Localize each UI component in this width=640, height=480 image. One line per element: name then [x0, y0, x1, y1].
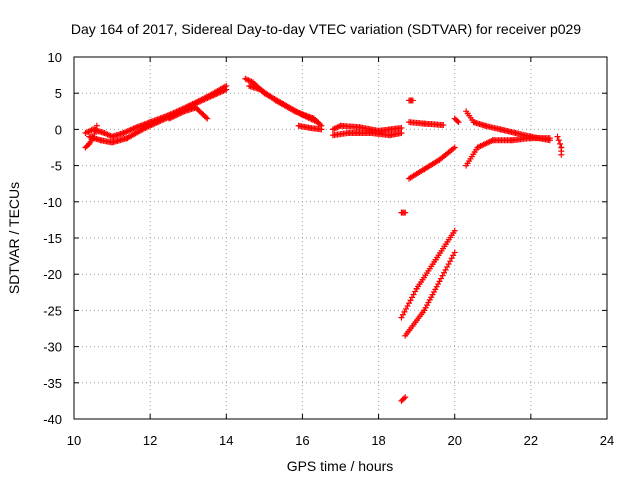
point-track-o: [422, 304, 429, 311]
point-track-p: [402, 394, 409, 401]
point-track-t: [557, 140, 564, 147]
point-track-o: [425, 299, 432, 306]
point-track-c: [90, 135, 97, 142]
point-track-o: [432, 286, 439, 293]
point-track-p: [400, 395, 407, 402]
point-track-l: [402, 209, 409, 216]
point-track-d: [166, 115, 173, 122]
point-track-d: [175, 110, 182, 117]
point-track-o: [433, 283, 440, 290]
point-track-c: [84, 142, 91, 149]
y-tick-label: -5: [50, 159, 62, 174]
point-track-t: [555, 137, 562, 144]
y-axis-label: SDTVAR / TECUs: [6, 182, 22, 294]
point-track-o: [451, 249, 458, 256]
x-axis-label: GPS time / hours: [287, 458, 394, 474]
point-track-d: [174, 111, 181, 118]
point-track-d: [202, 114, 209, 121]
tick-labels: 10 12 14 16 18 20 22 24 10 5 0 -5 -10 -15 -20 -25 -30 -35…: [43, 50, 614, 448]
point-track-d: [173, 112, 180, 119]
y-tick-label: 10: [48, 50, 62, 65]
plot-frame: [73, 56, 608, 420]
x-tick-label: 24: [600, 433, 614, 448]
point-track-b: [223, 86, 230, 93]
point-track-m: [451, 144, 458, 151]
point-track-o: [429, 291, 436, 298]
point-track-o: [428, 294, 435, 301]
y-tick-label: -30: [43, 340, 62, 355]
point-track-s: [546, 135, 553, 142]
point-track-c: [92, 126, 99, 133]
y-tick-label: -40: [43, 412, 62, 427]
point-track-h: [398, 124, 405, 131]
point-track-c: [91, 130, 98, 137]
x-tick-label: 20: [447, 433, 461, 448]
point-track-d: [167, 114, 174, 121]
chart-title: Day 164 of 2017, Sidereal Day-to-day VTE…: [71, 21, 581, 37]
point-track-g: [318, 126, 325, 133]
y-tick-label: -35: [43, 376, 62, 391]
point-track-o: [424, 302, 431, 309]
point-track-o: [421, 307, 428, 314]
y-tick-label: -15: [43, 231, 62, 246]
y-tick-label: -25: [43, 303, 62, 318]
point-track-d: [168, 114, 175, 121]
point-track-o: [435, 281, 442, 288]
point-track-j: [440, 122, 447, 129]
x-tick-label: 14: [219, 433, 233, 448]
data-points: [82, 75, 565, 404]
point-track-d: [180, 108, 187, 115]
y-tick-label: -10: [43, 195, 62, 210]
point-track-o: [430, 288, 437, 295]
grid: [73, 56, 608, 420]
point-track-q: [455, 119, 462, 126]
point-track-o: [426, 296, 433, 303]
y-tick-label: 5: [55, 86, 62, 101]
point-track-c: [93, 122, 100, 129]
point-track-d: [204, 115, 211, 122]
point-track-t: [558, 151, 565, 158]
point-track-t: [554, 133, 561, 140]
point-track-k: [409, 97, 416, 104]
x-tick-label: 22: [524, 433, 538, 448]
point-track-n: [451, 227, 458, 234]
x-tick-label: 16: [295, 433, 309, 448]
point-track-q: [454, 117, 461, 124]
point-track-d: [177, 110, 184, 117]
point-track-d: [178, 109, 185, 116]
point-track-i: [398, 130, 405, 137]
point-track-d: [170, 113, 177, 120]
x-tick-label: 10: [67, 433, 81, 448]
y-tick-label: 0: [55, 122, 62, 137]
x-tick-label: 12: [143, 433, 157, 448]
point-track-d: [171, 112, 178, 119]
y-tick-label: -20: [43, 267, 62, 282]
x-tick-label: 18: [371, 433, 385, 448]
